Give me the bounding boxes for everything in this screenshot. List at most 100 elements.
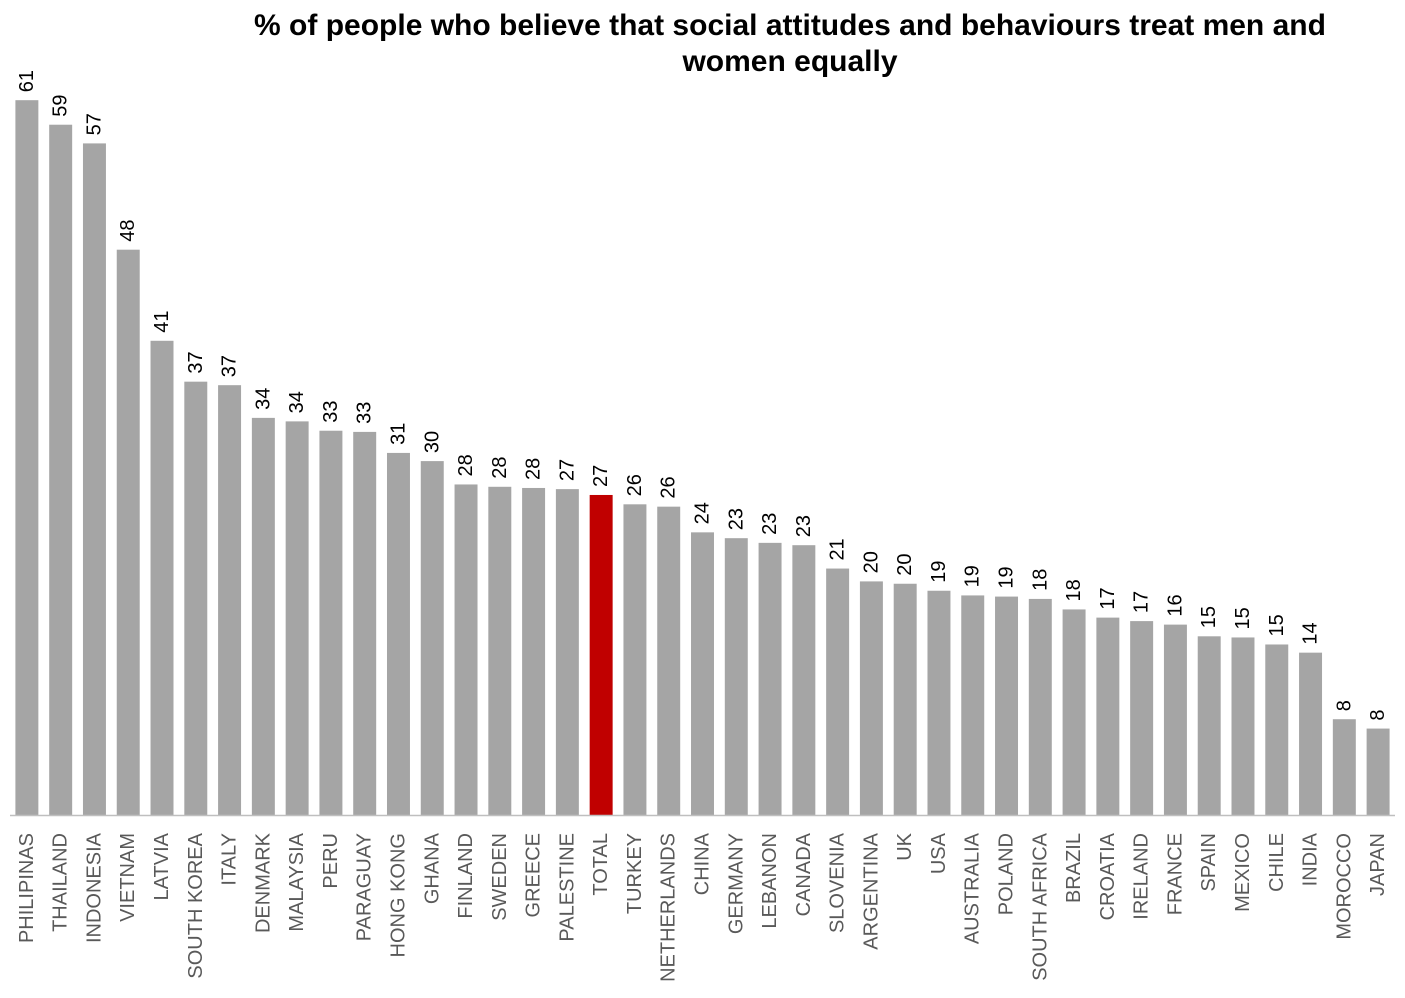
category-label-south-africa: SOUTH AFRICA (1029, 832, 1051, 980)
bar-canada (792, 545, 816, 815)
data-label-south-africa: 18 (1029, 569, 1051, 591)
data-label-denmark: 34 (252, 388, 274, 410)
category-label-paraguay: PARAGUAY (354, 833, 376, 941)
category-label-hong-kong: HONG KONG (387, 833, 409, 957)
data-label-germany: 23 (725, 508, 747, 530)
category-label-malaysia: MALAYSIA (286, 832, 308, 931)
data-label-slovenia: 21 (827, 538, 849, 560)
category-label-turkey: TURKEY (624, 833, 646, 914)
category-label-total: TOTAL (590, 833, 612, 896)
bar-south-korea (184, 381, 208, 815)
bar-ghana (420, 461, 444, 815)
data-label-finland: 28 (455, 454, 477, 476)
bar-latvia (150, 340, 174, 815)
bar-hong-kong (386, 452, 410, 815)
data-label-vietnam: 48 (117, 219, 139, 241)
bar-finland (454, 484, 478, 815)
category-label-greece: GREECE (523, 833, 545, 917)
data-label-philipinas: 61 (16, 70, 38, 92)
category-label-croatia: CROATIA (1097, 832, 1119, 920)
bar-australia (961, 595, 985, 815)
bar-philipinas (15, 100, 39, 816)
category-label-latvia: LATVIA (151, 832, 173, 900)
category-label-brazil: BRAZIL (1063, 833, 1085, 903)
category-label-slovenia: SLOVENIA (827, 832, 849, 933)
category-label-netherlands: NETHERLANDS (658, 833, 680, 982)
category-label-japan: JAPAN (1367, 833, 1389, 896)
data-label-palestine: 27 (556, 459, 578, 481)
bar-india (1299, 652, 1323, 815)
data-label-total: 27 (590, 465, 612, 487)
category-label-australia: AUSTRALIA (962, 832, 984, 944)
data-label-uk: 20 (894, 553, 916, 575)
data-label-lebanon: 23 (759, 513, 781, 535)
bar-malaysia (285, 421, 309, 815)
data-label-paraguay: 33 (354, 402, 376, 424)
data-labels-group: 61 59 57 48 41 37 37 34 34 33 33 31 30 28 28 28 27 27 26 26… (16, 70, 1389, 721)
data-label-netherlands: 26 (658, 476, 680, 498)
data-label-poland: 19 (996, 566, 1018, 588)
bar-palestine (555, 489, 579, 815)
category-label-indonesia: INDONESIA (83, 832, 105, 943)
data-label-morocco: 8 (1333, 700, 1355, 711)
category-label-morocco: MOROCCO (1333, 833, 1355, 940)
bar-greece (522, 487, 546, 815)
category-label-poland: POLAND (996, 833, 1018, 915)
data-label-hong-kong: 31 (387, 423, 409, 445)
category-label-palestine: PALESTINE (556, 833, 578, 942)
category-label-argentina: ARGENTINA (860, 832, 882, 949)
bar-brazil (1062, 609, 1086, 815)
category-label-ireland: IRELAND (1131, 833, 1153, 920)
bar-thailand (49, 124, 73, 815)
data-label-latvia: 41 (151, 311, 173, 333)
category-label-sweden: SWEDEN (489, 833, 511, 921)
bar-morocco (1332, 719, 1356, 815)
data-label-brazil: 18 (1063, 579, 1085, 601)
bar-south-africa (1028, 598, 1052, 815)
data-label-italy: 37 (219, 355, 241, 377)
bar-slovenia (826, 568, 850, 815)
bar-poland (995, 596, 1019, 815)
data-label-usa: 19 (928, 560, 950, 582)
bar-argentina (859, 581, 883, 815)
category-label-denmark: DENMARK (252, 832, 274, 933)
bar-lebanon (758, 542, 782, 815)
category-label-ghana: GHANA (421, 832, 443, 904)
bar-japan (1366, 728, 1390, 815)
bar-china (691, 532, 714, 815)
data-label-ireland: 17 (1131, 591, 1153, 613)
category-labels-group: PHILIPINAS THAILAND INDONESIA VIETNAM LATVIA… (16, 832, 1389, 982)
category-label-spain: SPAIN (1198, 833, 1220, 892)
data-label-japan: 8 (1367, 709, 1389, 720)
category-label-germany: GERMANY (725, 833, 747, 934)
data-label-malaysia: 34 (286, 391, 308, 413)
bar-uk (893, 583, 917, 815)
bar-vietnam (116, 249, 140, 815)
category-label-peru: PERU (320, 833, 342, 889)
category-label-lebanon: LEBANON (759, 833, 781, 929)
bar-indonesia (82, 143, 106, 815)
bar-croatia (1096, 617, 1120, 815)
chart-title: % of people who believe that social atti… (254, 9, 1326, 78)
category-label-mexico: MEXICO (1232, 833, 1254, 912)
bar-peru (319, 430, 343, 815)
data-label-chile: 15 (1266, 614, 1288, 636)
category-label-finland: FINLAND (455, 833, 477, 919)
data-label-ghana: 30 (421, 431, 443, 453)
category-label-usa: USA (928, 832, 950, 874)
bar-ireland (1130, 621, 1154, 815)
category-label-canada: CANADA (793, 832, 815, 916)
category-label-chile: CHILE (1266, 833, 1288, 892)
data-label-peru: 33 (320, 400, 342, 422)
category-label-china: CHINA (692, 832, 714, 895)
bars-group (15, 100, 1390, 816)
data-label-mexico: 15 (1232, 607, 1254, 629)
bar-usa (927, 590, 951, 815)
data-label-spain: 15 (1198, 606, 1220, 628)
bar-mexico (1231, 637, 1255, 815)
data-label-canada: 23 (793, 515, 815, 537)
bar-spain (1197, 636, 1221, 815)
data-label-greece: 28 (523, 458, 545, 480)
bar-france (1163, 624, 1187, 815)
bar-turkey (623, 504, 647, 815)
